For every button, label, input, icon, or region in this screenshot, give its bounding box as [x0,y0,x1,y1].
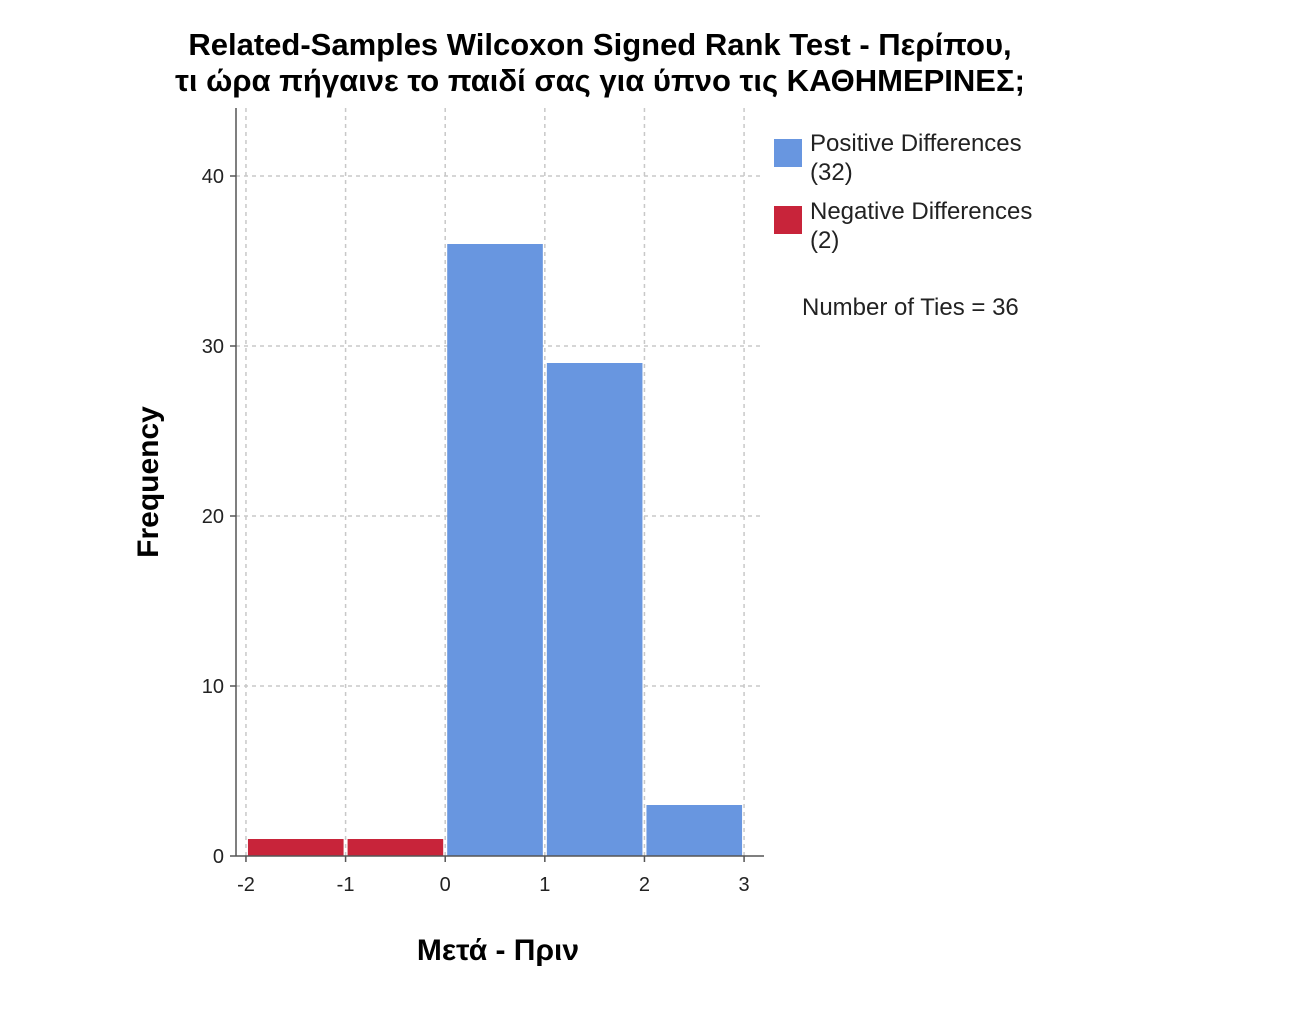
legend-swatch-positive [774,139,802,167]
x-tick-label: 2 [639,874,650,896]
x-tick-label: -2 [237,874,255,896]
legend-count-positive: (32) [810,159,853,186]
chart-title: Related-Samples Wilcoxon Signed Rank Tes… [188,27,1011,62]
legend-count-negative: (2) [810,227,839,254]
bar-positive [447,244,543,856]
bar-positive [546,363,643,856]
bar-positive [646,805,743,856]
x-tick-label: -1 [337,874,355,896]
legend-label-negative: Negative Differences [810,198,1032,225]
legend: Positive Differences (32) Negative Diffe… [774,130,1032,321]
axes [230,108,764,862]
ties-annotation: Number of Ties = 36 [802,294,1019,321]
x-tick-label: 3 [739,874,750,896]
y-tick-label: 10 [202,676,224,698]
y-tick-label: 20 [202,506,224,528]
legend-label-positive: Positive Differences [810,130,1022,157]
x-tick-label: 1 [539,874,550,896]
bar-negative [347,839,444,856]
bars [247,244,743,856]
x-axis-title: Μετά - Πριν [417,934,579,967]
legend-swatch-negative [774,206,802,234]
x-tick-label: 0 [440,874,451,896]
y-tick-label: 30 [202,336,224,358]
y-tick-label: 0 [213,846,224,868]
y-axis-title: Frequency [132,406,165,558]
y-tick-label: 40 [202,166,224,188]
bar-negative [247,839,344,856]
chart-subtitle: τι ώρα πήγαινε το παιδί σας για ύπνο τις… [175,63,1025,98]
